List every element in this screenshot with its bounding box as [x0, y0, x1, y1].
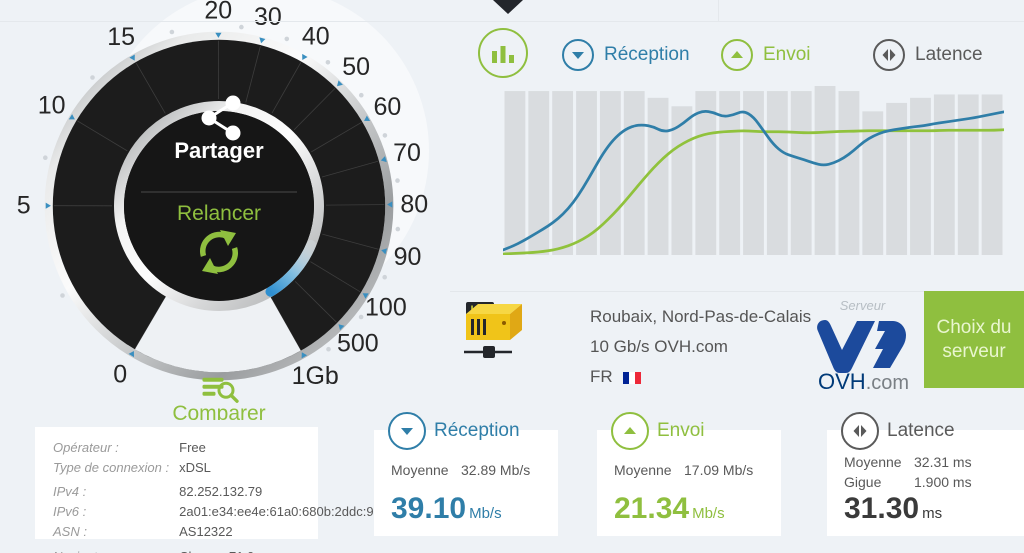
svg-text:0: 0: [113, 360, 127, 388]
svg-text:60: 60: [373, 93, 401, 121]
svg-text:70: 70: [393, 139, 421, 167]
svg-text:Relancer: Relancer: [177, 202, 261, 225]
svg-text:Comparer: Comparer: [172, 402, 265, 420]
svg-text:500: 500: [337, 329, 379, 357]
svg-text:10: 10: [38, 91, 66, 119]
svg-text:80: 80: [400, 190, 428, 218]
svg-text:1Gb: 1Gb: [292, 362, 339, 390]
svg-text:100: 100: [365, 294, 407, 322]
svg-text:Partager: Partager: [174, 138, 264, 163]
svg-text:40: 40: [302, 22, 330, 50]
svg-text:5: 5: [17, 192, 31, 220]
svg-text:50: 50: [342, 53, 370, 81]
svg-text:15: 15: [107, 23, 135, 51]
svg-text:90: 90: [394, 243, 422, 271]
